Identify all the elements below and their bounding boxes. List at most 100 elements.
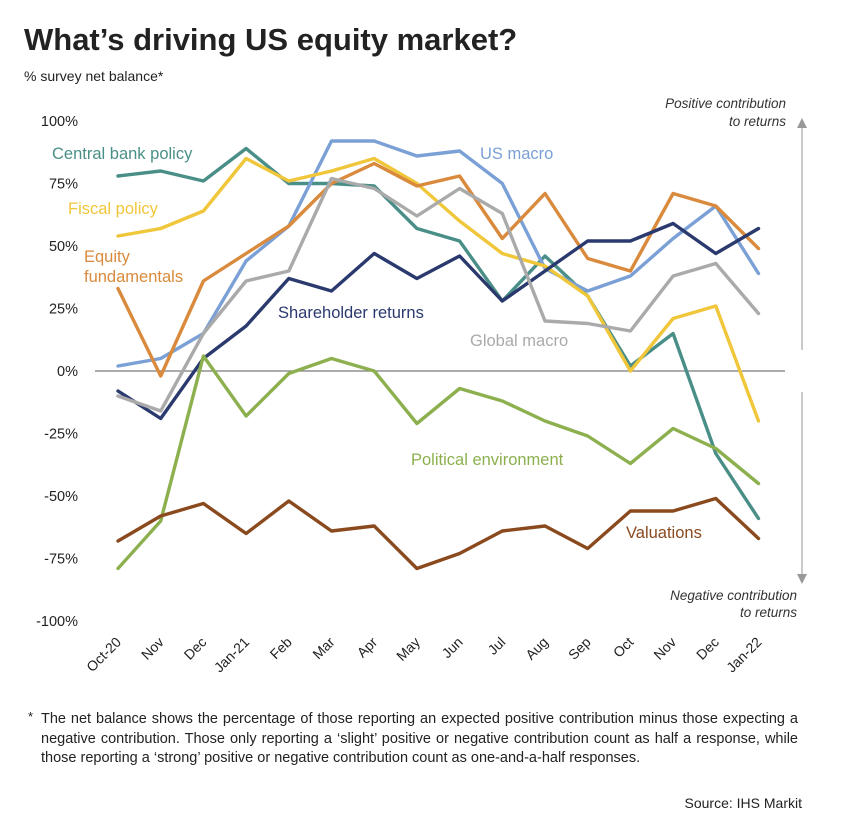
y-tick-label: 0% bbox=[57, 364, 78, 380]
data-point-fiscal-policy bbox=[330, 170, 333, 172]
data-point-valuations bbox=[202, 502, 204, 505]
data-point-shareholder-returns bbox=[245, 325, 247, 327]
data-point-shareholder-returns bbox=[416, 277, 418, 280]
data-point-central-bank-policy bbox=[672, 332, 674, 335]
positive-arrow-head bbox=[797, 118, 807, 128]
data-point-shareholder-returns bbox=[459, 255, 461, 257]
data-point-valuations bbox=[757, 537, 760, 540]
data-point-central-bank-policy bbox=[757, 517, 760, 520]
data-point-shareholder-returns bbox=[501, 300, 503, 302]
data-point-valuations bbox=[160, 515, 162, 517]
series-label: US macro bbox=[480, 145, 553, 163]
data-point-global-macro bbox=[202, 332, 204, 335]
data-point-central-bank-policy bbox=[373, 185, 375, 187]
data-point-valuations bbox=[416, 567, 418, 570]
y-tick-label: 75% bbox=[49, 177, 78, 193]
data-point-political-environment bbox=[373, 370, 375, 372]
data-point-us-macro bbox=[757, 272, 760, 275]
data-point-shareholder-returns bbox=[629, 240, 632, 242]
x-tick-label: Jul bbox=[484, 634, 508, 658]
data-point-global-macro bbox=[672, 275, 674, 277]
x-tick-label: Jan-22 bbox=[723, 634, 765, 676]
data-point-global-macro bbox=[587, 322, 589, 325]
data-point-fiscal-policy bbox=[416, 182, 418, 185]
positive-annotation: Positive contribution bbox=[665, 96, 786, 111]
data-point-fiscal-policy bbox=[715, 305, 717, 307]
series-line-valuations bbox=[116, 496, 761, 571]
x-tick-label: Jan-21 bbox=[211, 634, 253, 676]
negative-annotation: to returns bbox=[740, 605, 797, 620]
x-tick-label: Dec bbox=[693, 634, 722, 663]
data-point-shareholder-returns bbox=[757, 227, 760, 230]
data-point-equity-fundamentals bbox=[587, 257, 589, 260]
data-point-equity-fundamentals bbox=[245, 252, 247, 255]
data-point-fiscal-policy bbox=[202, 210, 204, 212]
negative-arrow-head bbox=[797, 574, 807, 584]
data-point-equity-fundamentals bbox=[160, 375, 162, 377]
data-point-global-macro bbox=[117, 395, 119, 397]
data-point-political-environment bbox=[416, 422, 418, 425]
data-point-shareholder-returns bbox=[373, 252, 375, 255]
data-point-political-environment bbox=[160, 520, 162, 522]
data-point-global-macro bbox=[416, 215, 418, 217]
data-point-equity-fundamentals bbox=[672, 192, 674, 195]
data-point-shareholder-returns bbox=[587, 240, 589, 242]
data-point-political-environment bbox=[587, 435, 589, 437]
y-tick-label: 50% bbox=[49, 239, 78, 255]
data-point-political-environment bbox=[245, 415, 247, 417]
data-point-central-bank-policy bbox=[117, 175, 119, 177]
data-point-global-macro bbox=[544, 320, 546, 322]
data-point-political-environment bbox=[288, 372, 290, 375]
data-point-global-macro bbox=[715, 262, 717, 265]
data-point-fiscal-policy bbox=[373, 157, 375, 160]
y-tick-label: 25% bbox=[49, 302, 78, 318]
data-point-global-macro bbox=[459, 187, 461, 190]
data-point-equity-fundamentals bbox=[459, 175, 461, 177]
data-point-shareholder-returns bbox=[117, 390, 119, 392]
data-point-equity-fundamentals bbox=[288, 225, 290, 227]
data-point-us-macro bbox=[117, 365, 119, 367]
series-label: Shareholder returns bbox=[278, 304, 424, 322]
data-point-us-macro bbox=[587, 290, 589, 292]
chart-title: What’s driving US equity market? bbox=[24, 22, 518, 57]
data-point-global-macro bbox=[245, 280, 247, 282]
x-tick-label: May bbox=[393, 634, 423, 664]
data-point-valuations bbox=[501, 530, 503, 532]
data-point-us-macro bbox=[330, 140, 333, 142]
data-point-fiscal-policy bbox=[672, 317, 674, 320]
x-tick-label: Mar bbox=[309, 634, 338, 663]
series-label: Fiscal policy bbox=[68, 200, 159, 218]
data-point-political-environment bbox=[117, 567, 119, 570]
x-tick-label: Nov bbox=[138, 634, 167, 663]
data-point-global-macro bbox=[330, 177, 333, 180]
data-point-equity-fundamentals bbox=[629, 270, 632, 272]
line-chart: 100% 75% 50% 25% 0% -25% -50% -75% -100% Oct-20 No… bbox=[36, 96, 807, 676]
data-point-valuations bbox=[544, 525, 546, 527]
data-point-political-environment bbox=[757, 482, 760, 485]
series-label: Global macro bbox=[470, 332, 568, 350]
data-point-valuations bbox=[672, 510, 674, 512]
data-point-fiscal-policy bbox=[288, 180, 290, 182]
data-point-fiscal-policy bbox=[757, 420, 760, 422]
data-point-political-environment bbox=[501, 400, 503, 402]
y-tick-label: -50% bbox=[44, 489, 78, 505]
data-point-us-macro bbox=[629, 275, 632, 277]
x-tick-label: Dec bbox=[181, 634, 210, 663]
data-point-equity-fundamentals bbox=[757, 247, 760, 250]
data-point-fiscal-policy bbox=[587, 295, 589, 297]
data-point-shareholder-returns bbox=[288, 277, 290, 280]
data-point-political-environment bbox=[459, 387, 461, 390]
data-point-equity-fundamentals bbox=[202, 280, 204, 282]
data-point-fiscal-policy bbox=[501, 252, 503, 255]
chart-subtitle: % survey net balance* bbox=[24, 68, 164, 84]
data-point-valuations bbox=[715, 497, 717, 500]
data-point-us-macro bbox=[373, 140, 375, 142]
series-label: Political environment bbox=[411, 451, 564, 469]
y-tick-label: -100% bbox=[36, 614, 78, 630]
data-point-central-bank-policy bbox=[544, 255, 546, 257]
x-tick-label: Apr bbox=[354, 634, 381, 661]
data-point-us-macro bbox=[501, 182, 503, 185]
data-point-us-macro bbox=[672, 237, 674, 240]
x-tick-label: Sep bbox=[565, 634, 594, 663]
data-point-equity-fundamentals bbox=[544, 192, 546, 195]
